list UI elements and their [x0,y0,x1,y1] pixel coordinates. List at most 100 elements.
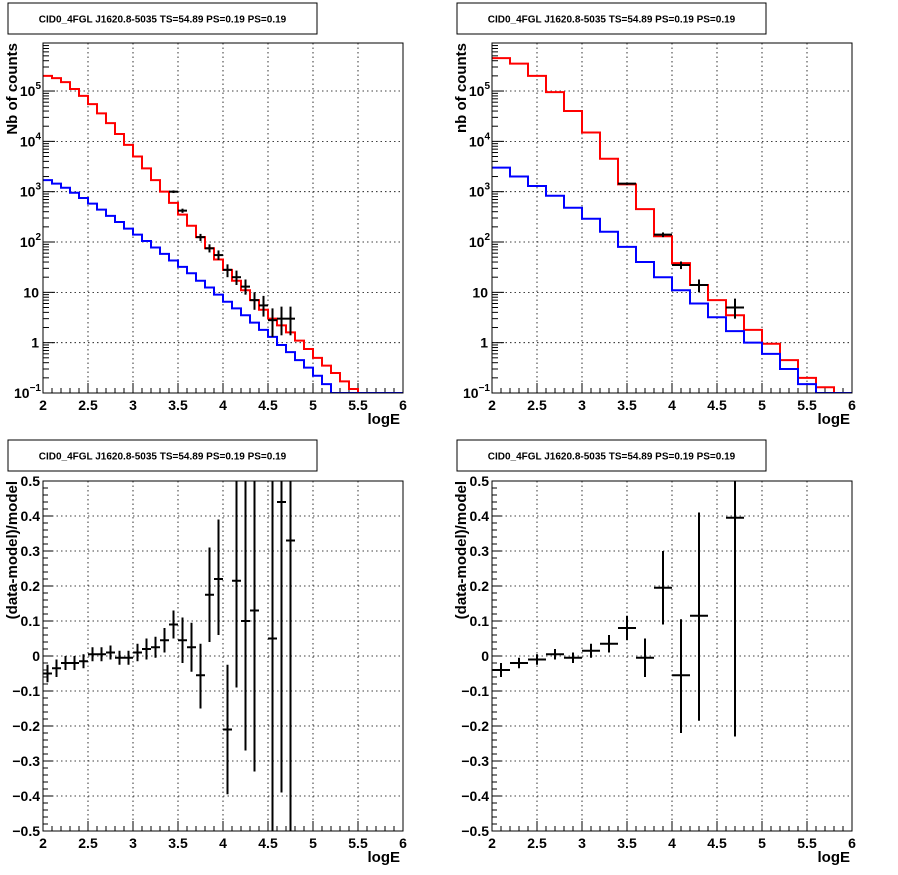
x-tick-label: 2 [488,835,496,851]
data-layer [43,481,295,831]
data-point [268,308,277,337]
plot-frame [42,480,404,832]
x-tick-label: 5 [758,835,766,851]
x-axis-title: logE [368,849,401,866]
x-tick-label: 5 [309,397,317,413]
data-point [106,645,115,660]
data-point [178,617,187,663]
data-point [142,638,151,660]
y-axis-title: Nb of counts [4,43,21,135]
x-tick-label: 4 [668,397,676,413]
data-point [510,657,528,669]
y-axis-title: (data-model)/model [453,481,470,619]
data-point [169,610,178,639]
x-tick-label: 2 [488,397,496,413]
x-tick-label: 6 [848,397,856,413]
y-tick-label: 0.5 [470,473,490,489]
data-point [636,638,654,677]
data-point [223,664,232,795]
y-tick-label: −0.1 [12,683,40,699]
data-point [690,512,708,721]
x-tick-label: 2.5 [78,835,98,851]
data-point [178,208,187,213]
x-tick-label: 4.5 [258,397,278,413]
y-tick-label: 10−1 [463,383,490,401]
data-point [241,279,250,295]
chart-panel-2: CID0_4FGL J1620.8-5035 TS=54.89 PS=0.19 … [453,2,856,428]
data-point [286,306,295,336]
y-tick-label: −0.2 [12,718,40,734]
data-point [277,481,286,793]
y-tick-label: 104 [469,131,491,149]
y-tick-label: 103 [20,182,42,200]
data-point [232,481,241,688]
data-point [241,481,250,751]
y-tick-label: −0.5 [461,823,489,839]
data-point [600,635,618,653]
series-line-red [492,57,852,393]
chart-title: CID0_4FGL J1620.8-5035 TS=54.89 PS=0.19 … [488,452,736,463]
x-tick-label: 3.5 [168,835,188,851]
x-tick-label: 3 [129,835,137,851]
y-tick-label: 0.5 [21,473,41,489]
data-point [205,244,214,253]
data-point [582,643,600,658]
y-tick-label: 102 [469,232,491,250]
data-layer [492,481,744,737]
data-point [223,264,232,278]
x-tick-label: 5.5 [797,397,817,413]
data-point [214,519,223,635]
x-tick-label: 4 [668,835,676,851]
data-point [672,619,690,733]
chart-title: CID0_4FGL J1620.8-5035 TS=54.89 PS=0.19 … [488,15,736,26]
y-tick-label: 10−1 [14,383,41,401]
grid [43,481,403,831]
y-tick-label: 105 [469,81,491,99]
data-point [528,654,546,665]
y-axis-title: (data-model)/model [4,481,21,619]
data-point [214,250,223,260]
x-axis-title: logE [818,411,851,428]
x-tick-label: 3 [578,397,586,413]
plot-frame [491,480,853,832]
grid [43,43,403,393]
data-point [169,190,178,194]
series-line-red [43,74,403,393]
series-line-blue [43,179,403,393]
x-tick-label: 6 [848,835,856,851]
y-tick-label: 0.4 [470,508,490,524]
x-tick-label: 3.5 [617,835,637,851]
y-tick-label: 0 [481,648,489,664]
data-point [492,663,510,677]
x-axis-title: logE [368,411,401,428]
x-tick-label: 2.5 [527,835,547,851]
y-tick-label: 103 [469,182,491,200]
y-tick-label: 0 [32,648,40,664]
data-point [268,481,277,831]
grid [492,43,852,393]
x-tick-label: 5.5 [797,835,817,851]
x-tick-label: 4 [219,397,227,413]
data-layer [43,74,403,393]
data-point [277,306,286,336]
data-point [564,652,582,663]
x-tick-label: 2.5 [78,397,98,413]
x-tick-label: 2.5 [527,397,547,413]
x-tick-label: 3.5 [617,397,637,413]
x-tick-label: 4.5 [707,835,727,851]
data-point [250,481,259,772]
data-point [250,292,259,310]
x-tick-label: 3.5 [168,397,188,413]
x-tick-label: 5.5 [348,397,368,413]
data-point [61,656,70,670]
y-tick-label: 0.1 [470,613,490,629]
data-point [196,643,205,709]
title-box [456,2,767,35]
data-point [205,547,214,642]
data-point [654,232,672,238]
x-tick-label: 4.5 [707,397,727,413]
data-point [618,615,636,641]
y-axis-title: nb of counts [453,43,470,133]
y-tick-label: 0.3 [21,543,41,559]
data-point [654,551,672,625]
